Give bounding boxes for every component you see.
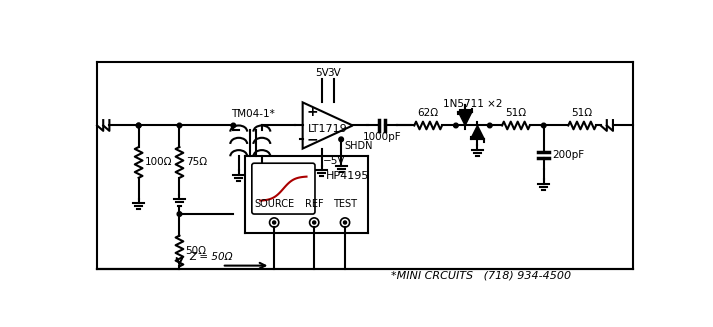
Circle shape <box>344 221 347 224</box>
Circle shape <box>136 123 141 128</box>
Circle shape <box>488 123 492 128</box>
Circle shape <box>453 123 458 128</box>
Text: −: − <box>307 132 318 146</box>
Circle shape <box>272 221 276 224</box>
Polygon shape <box>471 126 484 139</box>
Text: 200pF: 200pF <box>552 150 584 160</box>
Text: −5V: −5V <box>323 156 346 166</box>
Text: 3V: 3V <box>327 68 341 78</box>
Circle shape <box>177 212 182 216</box>
Text: 51Ω: 51Ω <box>572 108 593 118</box>
Text: 5V: 5V <box>315 68 329 78</box>
Polygon shape <box>458 112 472 126</box>
Text: TM04-1*: TM04-1* <box>231 109 275 119</box>
Circle shape <box>339 137 344 142</box>
Text: LT1719: LT1719 <box>308 124 347 134</box>
Circle shape <box>313 221 316 224</box>
Text: HP4195: HP4195 <box>326 170 369 181</box>
Text: 1000pF: 1000pF <box>363 132 401 143</box>
Circle shape <box>177 123 182 128</box>
Text: *MINI CRCUITS   (718) 934-4500: *MINI CRCUITS (718) 934-4500 <box>391 270 571 280</box>
Circle shape <box>231 123 236 128</box>
Text: REF: REF <box>305 198 324 209</box>
FancyBboxPatch shape <box>252 163 315 214</box>
Text: 50Ω: 50Ω <box>185 246 207 256</box>
Text: SOURCE: SOURCE <box>254 198 294 209</box>
Text: 62Ω: 62Ω <box>418 108 438 118</box>
Text: 100Ω: 100Ω <box>145 157 173 167</box>
Text: TEST: TEST <box>333 198 357 209</box>
Circle shape <box>541 123 546 128</box>
Text: 51Ω: 51Ω <box>506 108 526 118</box>
Text: 75Ω: 75Ω <box>185 157 207 167</box>
Text: 1N5711 ×2: 1N5711 ×2 <box>443 98 503 109</box>
Circle shape <box>136 123 141 128</box>
Text: SHDN: SHDN <box>344 141 373 151</box>
Text: Z = 50Ω: Z = 50Ω <box>190 252 233 262</box>
Text: +: + <box>307 105 318 119</box>
